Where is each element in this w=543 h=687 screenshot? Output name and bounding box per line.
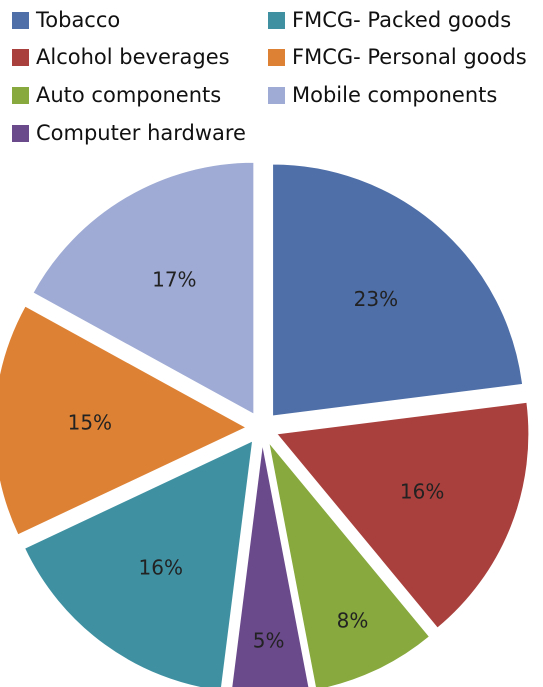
legend-swatch-tobacco (12, 11, 29, 29)
legend-swatch-auto-components (12, 86, 29, 104)
pie-slice-alcohol-beverages (275, 401, 530, 629)
slice-label-auto-components: 8% (337, 608, 369, 632)
legend-label-auto-components: Auto components (36, 83, 222, 107)
slice-label-fmcg-packed-goods: 16% (139, 555, 183, 579)
slice-label-fmcg-personal-goods: 15% (68, 411, 112, 435)
legend-label-mobile-components: Mobile components (292, 83, 498, 107)
legend-label-tobacco: Tobacco (36, 8, 121, 32)
legend-label-computer-hardware: Computer hardware (36, 121, 246, 145)
chart-legend: Tobacco FMCG- Packed goods Alcohol bever… (0, 0, 543, 160)
pie-slice-tobacco (272, 163, 524, 417)
slice-label-alcohol-beverages: 16% (400, 479, 444, 503)
legend-label-alcohol-beverages: Alcohol beverages (36, 45, 230, 69)
pie-slice-mobile-components (32, 161, 255, 416)
legend-item-fmcg-personal-goods: FMCG- Personal goods (268, 45, 527, 69)
legend-label-fmcg-packed-goods: FMCG- Packed goods (292, 8, 512, 32)
legend-label-fmcg-personal-goods: FMCG- Personal goods (292, 45, 527, 69)
legend-swatch-mobile-components (268, 86, 285, 104)
pie-slice-auto-components (268, 442, 431, 687)
legend-item-auto-components: Auto components (12, 83, 221, 107)
legend-swatch-fmcg-personal-goods (268, 48, 285, 66)
legend-item-computer-hardware: Computer hardware (12, 121, 246, 145)
legend-item-fmcg-packed-goods: FMCG- Packed goods (268, 8, 511, 32)
legend-item-tobacco: Tobacco (12, 8, 120, 32)
pie-slice-computer-hardware (231, 443, 310, 687)
slice-label-computer-hardware: 5% (253, 628, 285, 652)
legend-item-mobile-components: Mobile components (268, 83, 497, 107)
legend-swatch-fmcg-packed-goods (268, 11, 285, 29)
legend-item-alcohol-beverages: Alcohol beverages (12, 45, 230, 69)
slice-label-tobacco: 23% (354, 287, 398, 311)
slice-label-mobile-components: 17% (152, 268, 196, 292)
legend-swatch-computer-hardware (12, 124, 29, 142)
pie-slice-fmcg-personal-goods (0, 305, 248, 536)
legend-swatch-alcohol-beverages (12, 48, 29, 66)
